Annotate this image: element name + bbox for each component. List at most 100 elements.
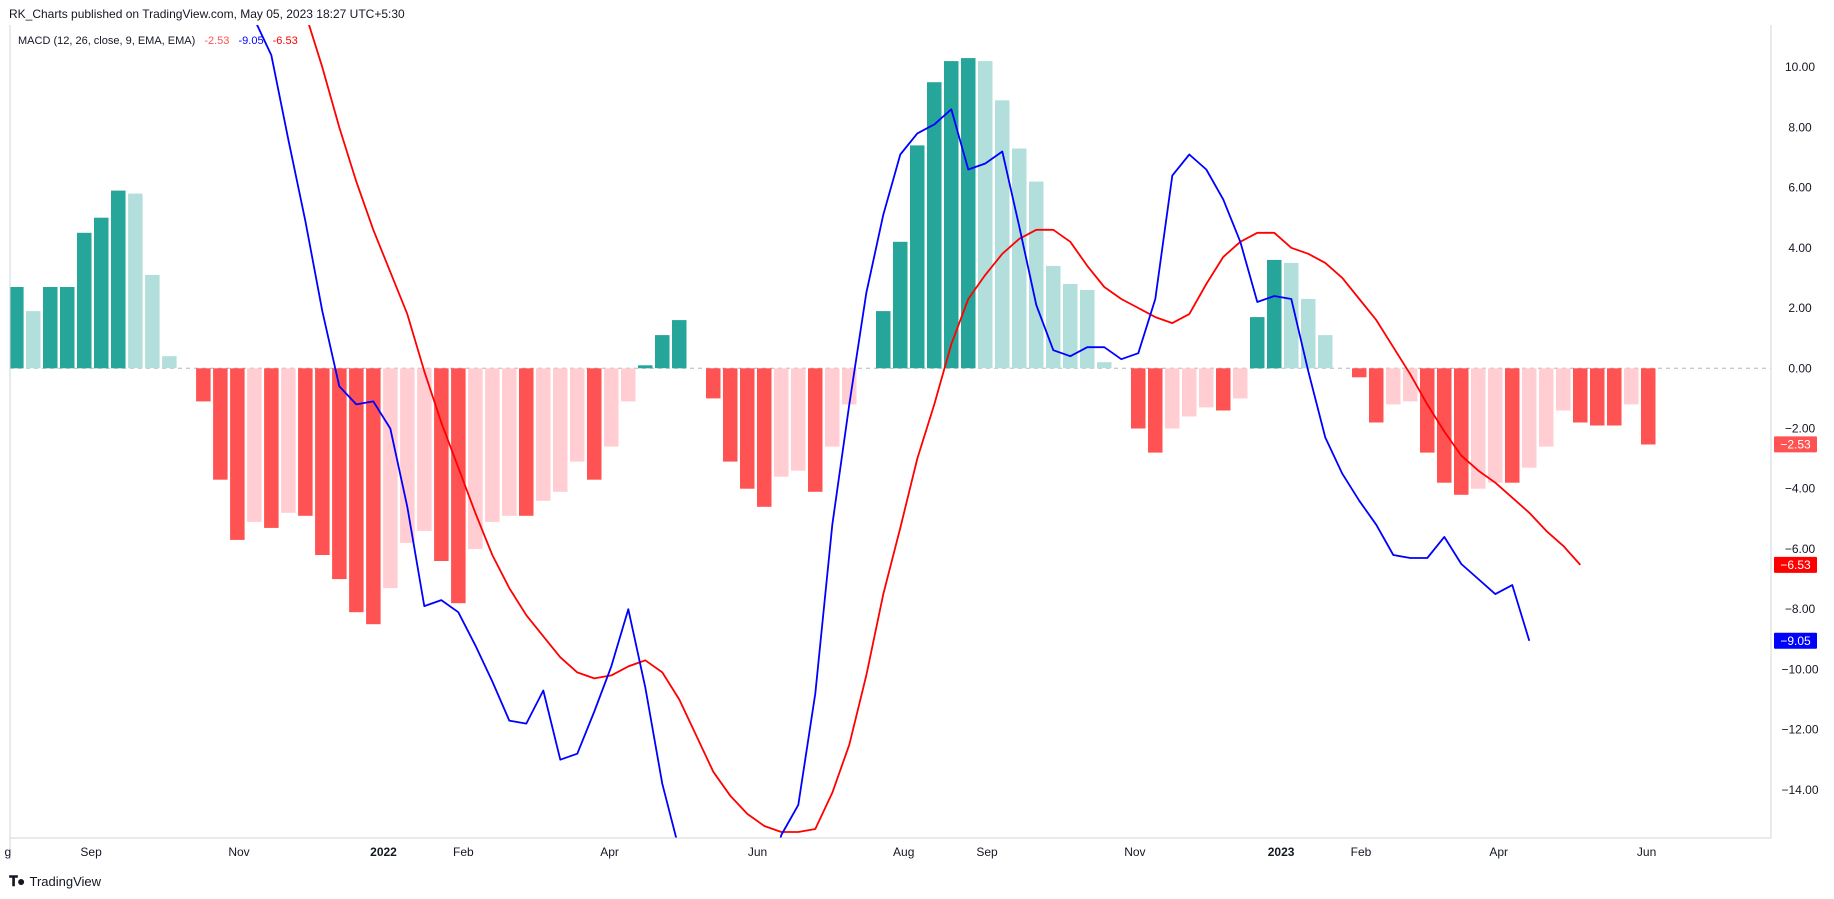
x-tick-label: Nov <box>1124 845 1145 859</box>
histogram-bar <box>468 368 483 549</box>
x-tick-label: Sep <box>80 845 102 859</box>
x-tick-label: Aug <box>893 845 914 859</box>
histogram-bar <box>1590 368 1605 426</box>
y-tick-label: −14.00 <box>1781 783 1818 797</box>
histogram-bar <box>502 368 517 516</box>
y-tick-label: −8.00 <box>1785 602 1816 616</box>
histogram-bar <box>774 368 789 477</box>
x-tick-label: Nov <box>228 845 249 859</box>
tradingview-logo-icon: 𝐓● <box>9 873 26 889</box>
histogram-bar <box>1267 259 1282 369</box>
histogram-bar <box>26 311 41 369</box>
y-tick-label: 2.00 <box>1788 301 1812 315</box>
histogram-bar <box>417 368 432 531</box>
histogram-bar <box>655 335 670 369</box>
histogram-bar <box>1522 368 1537 468</box>
y-tick-label: 4.00 <box>1788 241 1812 255</box>
histogram-bar <box>1199 368 1214 408</box>
histogram-bar <box>60 287 75 369</box>
histogram-bar <box>1148 368 1163 453</box>
histogram-bar <box>162 356 177 369</box>
histogram-bar <box>332 368 347 580</box>
histogram-bar <box>825 368 840 447</box>
price-label-text: −2.53 <box>1780 437 1811 451</box>
histogram-bar <box>706 368 721 399</box>
y-tick-label: 0.00 <box>1788 361 1812 375</box>
y-tick-label: −12.00 <box>1781 723 1818 737</box>
price-label-box <box>1774 632 1817 649</box>
histogram-bar <box>315 368 330 555</box>
histogram-bar <box>1437 368 1452 483</box>
histogram-bar <box>1216 368 1231 411</box>
histogram-bar <box>1046 265 1061 369</box>
y-tick-label: −6.00 <box>1785 542 1816 556</box>
histogram-bar <box>43 287 58 369</box>
x-tick-label: 2022 <box>370 845 397 859</box>
histogram-bar <box>400 368 415 543</box>
histogram-bar <box>1624 368 1639 405</box>
histogram-bar <box>553 368 568 492</box>
histogram-bar <box>876 311 891 369</box>
histogram-bar <box>791 368 806 471</box>
histogram-bar <box>1318 335 1333 369</box>
histogram-bar <box>757 368 772 507</box>
x-tick-label: Apr <box>600 845 619 859</box>
histogram-bar <box>1539 368 1554 447</box>
histogram-bar <box>94 217 109 369</box>
x-tick-label: 2023 <box>1268 845 1295 859</box>
histogram-bar <box>672 320 687 369</box>
histogram-bar <box>519 368 534 516</box>
histogram-bar <box>570 368 585 462</box>
x-tick-label: Feb <box>1351 845 1372 859</box>
indicator-legend[interactable]: MACD (12, 26, close, 9, EMA, EMA) -2.53 … <box>18 35 304 47</box>
price-label-text: −9.05 <box>1780 634 1811 648</box>
x-tick-label: Jun <box>1637 845 1656 859</box>
histogram-bar <box>1607 368 1622 426</box>
x-tick-label: Apr <box>1489 845 1508 859</box>
histogram-bar <box>961 58 976 369</box>
histogram-bar <box>1369 368 1384 423</box>
y-tick-label: −2.00 <box>1785 422 1816 436</box>
histogram-bar <box>1165 368 1180 429</box>
histogram-bar <box>893 241 908 369</box>
y-tick-label: −10.00 <box>1781 662 1818 676</box>
histogram-bar <box>213 368 228 480</box>
histogram-bar <box>1420 368 1435 453</box>
histogram-bar <box>1641 368 1656 445</box>
y-tick-label: 6.00 <box>1788 181 1812 195</box>
histogram-bar <box>281 368 296 513</box>
histogram-bar <box>298 368 313 516</box>
histogram-bar <box>451 368 466 604</box>
legend-hist-value: -2.53 <box>204 35 230 47</box>
x-tick-label: g <box>4 845 11 859</box>
histogram-bar <box>383 368 398 589</box>
histogram-bar <box>77 232 92 369</box>
x-tick-label: Feb <box>453 845 474 859</box>
histogram-bar <box>1063 284 1078 369</box>
histogram-bar <box>536 368 551 501</box>
histogram-bar <box>247 368 262 522</box>
histogram-bar <box>1182 368 1197 417</box>
histogram-bar <box>434 368 449 561</box>
indicator-name: MACD (12, 26, close, 9, EMA, EMA) <box>18 35 196 47</box>
histogram-bar <box>1471 368 1486 489</box>
histogram-bar <box>264 368 279 528</box>
histogram-bar <box>230 368 245 540</box>
histogram-bar <box>10 287 24 369</box>
price-label-text: −6.53 <box>1780 558 1811 572</box>
legend-signal-value: -6.53 <box>272 35 298 47</box>
histogram-bar <box>587 368 602 480</box>
histogram-bar <box>128 193 143 369</box>
histogram-bar <box>1556 368 1571 411</box>
macd-line <box>256 25 1531 838</box>
brand-name: TradingView <box>29 874 102 889</box>
brand-footer[interactable]: 𝐓● TradingView <box>9 873 101 890</box>
histogram-bar <box>111 190 126 369</box>
x-tick-label: Jun <box>748 845 767 859</box>
histogram-bar <box>995 100 1010 369</box>
histogram-bar <box>1573 368 1588 423</box>
histogram-bar <box>145 274 160 369</box>
histogram-bar <box>1097 362 1112 369</box>
